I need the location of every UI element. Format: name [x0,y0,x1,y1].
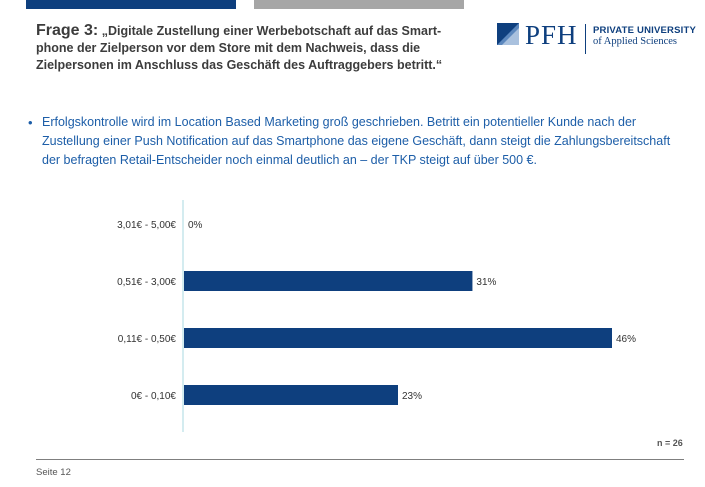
bar-chart: 3,01€ - 5,00€ 0% 0,51€ - 3,00€ 31% 0,11€ - 0… [117,200,636,432]
data-label: 31% [476,277,496,288]
title-lead: Frage 3: [36,22,99,39]
header-accent-bar-blue [26,0,236,9]
sample-size-note: n = 26 [657,438,683,448]
data-label: 46% [616,334,636,345]
category-label: 0€ - 0,10€ [131,391,176,402]
bar [184,385,398,405]
category-label: 0,51€ - 3,00€ [117,277,176,288]
page-number: Seite 12 [36,467,71,478]
logo-line-1: PRIVATE UNIVERSITY [593,25,697,36]
header-accent-bar-gray [254,0,464,9]
logo-wordmark: PFH [525,20,578,50]
category-label: 0,11€ - 0,50€ [118,334,177,345]
data-label: 0% [188,220,203,231]
pfh-logo-mark-icon [497,23,519,45]
logo-divider [585,24,586,54]
bullet-text: Erfolgskontrolle wird im Location Based … [42,115,671,167]
title-question: „Digitale Zustellung einer Werbebotschaf… [36,24,443,72]
logo-line-2: of Applied Sciences [593,36,677,47]
bullet-dot-icon: • [28,115,33,130]
bar [184,328,612,348]
bar [184,271,473,291]
footer-divider [36,459,684,460]
pfh-logo: PFH PRIVATE UNIVERSITY of Applied Scienc… [497,20,697,56]
category-label: 3,01€ - 5,00€ [117,220,176,231]
data-label: 23% [402,391,422,402]
slide-title: Frage 3: „Digitale Zustellung einer Werb… [36,22,476,74]
bullet-point: • Erfolgskontrolle wird im Location Base… [28,113,690,170]
